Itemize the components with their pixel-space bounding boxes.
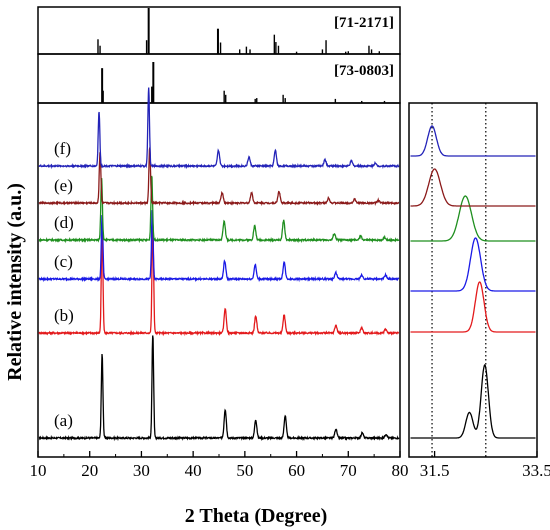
x-tick-label: 50 xyxy=(236,461,253,480)
x-tick-label: 80 xyxy=(392,461,409,480)
x-axis-title: 2 Theta (Degree) xyxy=(185,505,328,527)
zoom-plot-curves xyxy=(410,125,536,439)
zoom-plot-x-ticks: 31.5 33.5 xyxy=(420,451,550,480)
zoom-series-curve xyxy=(410,237,536,292)
reference-71-2171-label: [71-2171] xyxy=(334,15,394,31)
x-tick-label: 60 xyxy=(288,461,305,480)
reference-panel-73-0803: [73-0803] xyxy=(37,53,401,104)
series-curve xyxy=(38,175,400,244)
zoom-x-tick-label: 31.5 xyxy=(420,461,450,480)
zoom-plot-frame xyxy=(408,102,538,458)
series-label: (a) xyxy=(54,411,73,430)
zoom-series-curve xyxy=(410,125,536,157)
series-curve xyxy=(38,87,400,170)
x-tick-label: 20 xyxy=(81,461,98,480)
main-plot-curves xyxy=(38,87,400,442)
series-label: (d) xyxy=(54,213,74,232)
reference-73-0803-label: [73-0803] xyxy=(334,63,394,79)
series-curve xyxy=(38,210,400,283)
x-tick-label: 10 xyxy=(30,461,47,480)
zoom-reference-lines xyxy=(431,103,487,457)
series-label: (e) xyxy=(54,176,73,195)
zoom-series-curve xyxy=(410,168,536,207)
series-label: (c) xyxy=(54,252,73,271)
series-label: (f) xyxy=(54,139,71,158)
zoom-x-tick-label: 33.5 xyxy=(522,461,550,480)
series-curve xyxy=(38,221,400,337)
x-tick-label: 70 xyxy=(340,461,357,480)
series-curve xyxy=(38,335,400,442)
zoom-series-curve xyxy=(410,195,536,242)
series-curve xyxy=(38,147,400,207)
series-labels: (a) (b) (c) (d) (e) (f) xyxy=(54,139,74,430)
y-axis-title: Relative intensity (a.u.) xyxy=(4,183,26,381)
reference-panel-71-2171: [71-2171] xyxy=(37,6,401,55)
main-plot-x-ticks: 10 20 30 40 50 60 70 80 xyxy=(30,451,409,480)
x-tick-label: 40 xyxy=(185,461,202,480)
zoom-series-curve xyxy=(410,363,536,439)
x-tick-label: 30 xyxy=(133,461,150,480)
main-plot-panel: 10 20 30 40 50 60 70 80 (a) (b) (c) (d) (e) (f) xyxy=(30,87,409,480)
zoom-series-curve xyxy=(410,281,536,333)
zoom-plot-panel: 31.5 33.5 xyxy=(408,102,550,480)
series-label: (b) xyxy=(54,306,74,325)
